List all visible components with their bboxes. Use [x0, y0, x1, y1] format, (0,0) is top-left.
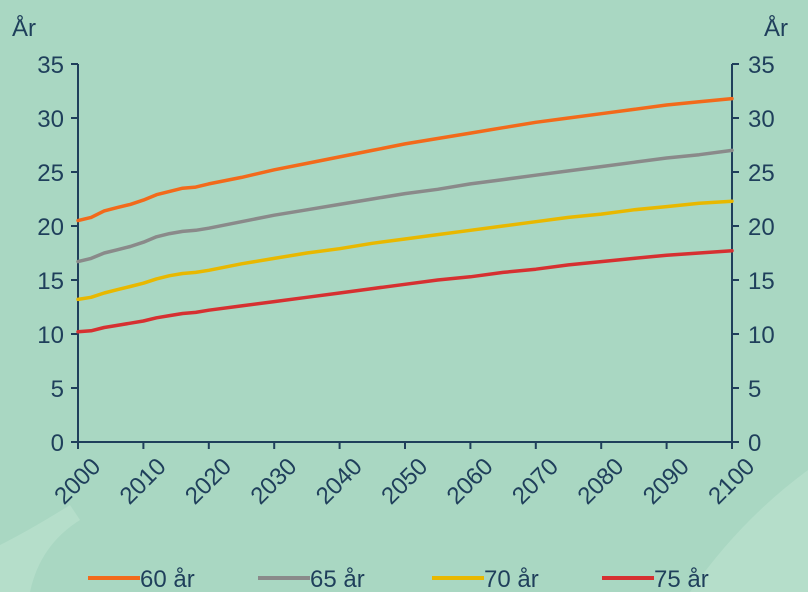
- y-right-tick-label: 5: [748, 376, 761, 403]
- x-tick-label: 2000: [49, 453, 106, 510]
- background-shape: [0, 505, 80, 592]
- y-left-tick-label: 15: [37, 268, 64, 295]
- background-shape: [690, 470, 808, 592]
- legend-label: 75 år: [654, 566, 709, 592]
- x-tick-label: 2100: [703, 453, 760, 510]
- y-left-tick-label: 20: [37, 214, 64, 241]
- plot-area: [76, 96, 734, 334]
- y-axis-left-unit: År: [12, 14, 36, 42]
- y-right-tick-label: 25: [748, 160, 775, 187]
- x-tick-label: 2020: [180, 453, 237, 510]
- y-left-tick-label: 5: [51, 376, 64, 403]
- y-axis-left: 0 5 10 15 20 25 30 35: [37, 52, 79, 457]
- x-tick-label: 2080: [572, 453, 629, 510]
- y-axis-right-unit: År: [764, 14, 788, 42]
- y-axis-right: 0 5 10 15 20 25 30 35: [731, 52, 775, 457]
- y-left-tick-label: 30: [37, 106, 64, 133]
- x-tick-label: 2070: [507, 453, 564, 510]
- series-line-70-år: [76, 199, 734, 302]
- y-right-tick-label: 10: [748, 322, 775, 349]
- series-line-60-år: [76, 96, 734, 223]
- series-line-65-år: [76, 148, 734, 264]
- y-right-tick-label: 20: [748, 214, 775, 241]
- legend: 60 år 65 år 70 år 75 år: [88, 566, 709, 592]
- y-right-tick-label: 30: [748, 106, 775, 133]
- x-tick-label: 2030: [245, 453, 302, 510]
- x-tick-label: 2050: [376, 453, 433, 510]
- y-left-tick-label: 10: [37, 322, 64, 349]
- y-left-tick-label: 0: [51, 430, 64, 457]
- y-right-tick-label: 35: [748, 52, 775, 79]
- y-left-tick-label: 25: [37, 160, 64, 187]
- legend-label: 70 år: [484, 566, 539, 592]
- legend-label: 60 år: [140, 566, 195, 592]
- y-left-tick-label: 35: [37, 52, 64, 79]
- y-right-tick-label: 15: [748, 268, 775, 295]
- x-tick-label: 2060: [442, 453, 499, 510]
- x-tick-label: 2040: [311, 453, 368, 510]
- x-tick-label: 2090: [638, 453, 695, 510]
- series-line-75-år: [76, 249, 734, 334]
- x-axis: 2000 2010 2020 2030 2040 2050 2060 2070 2080 2090…: [49, 441, 760, 510]
- y-right-tick-label: 0: [748, 430, 761, 457]
- legend-label: 65 år: [310, 566, 365, 592]
- x-tick-label: 2010: [115, 453, 172, 510]
